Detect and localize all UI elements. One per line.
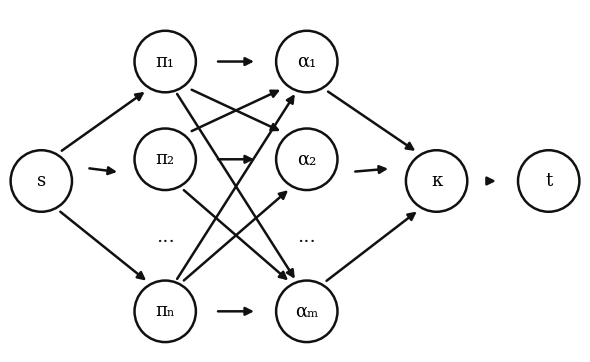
Text: ...: ... bbox=[156, 228, 175, 246]
Ellipse shape bbox=[135, 31, 196, 92]
Text: t: t bbox=[545, 172, 552, 190]
Ellipse shape bbox=[11, 150, 72, 212]
Ellipse shape bbox=[276, 281, 337, 342]
Text: ...: ... bbox=[297, 228, 316, 246]
Text: π₂: π₂ bbox=[156, 150, 175, 168]
Text: α₁: α₁ bbox=[297, 52, 316, 71]
Text: α₂: α₂ bbox=[297, 150, 316, 168]
Text: π₁: π₁ bbox=[156, 52, 175, 71]
Ellipse shape bbox=[406, 150, 467, 212]
Ellipse shape bbox=[518, 150, 579, 212]
Ellipse shape bbox=[135, 129, 196, 190]
Ellipse shape bbox=[276, 31, 337, 92]
Text: s: s bbox=[37, 172, 46, 190]
Ellipse shape bbox=[135, 281, 196, 342]
Text: πₙ: πₙ bbox=[155, 302, 175, 320]
Ellipse shape bbox=[276, 129, 337, 190]
Text: κ: κ bbox=[431, 172, 442, 190]
Text: αₘ: αₘ bbox=[295, 302, 319, 320]
